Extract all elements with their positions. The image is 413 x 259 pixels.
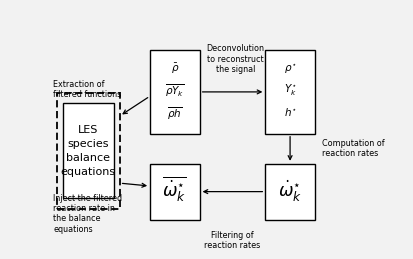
FancyBboxPatch shape — [150, 50, 199, 134]
Text: Inject the filtered
reaction rate in
the balance
equations: Inject the filtered reaction rate in the… — [53, 194, 122, 234]
FancyBboxPatch shape — [57, 93, 120, 208]
FancyBboxPatch shape — [265, 164, 315, 220]
Text: $\bar{\rho}$: $\bar{\rho}$ — [171, 62, 179, 76]
FancyBboxPatch shape — [63, 103, 114, 198]
Text: Computation of
reaction rates: Computation of reaction rates — [322, 139, 385, 159]
Text: Extraction of
filtered functions: Extraction of filtered functions — [53, 80, 121, 99]
Text: Deconvolution
to reconstruct
the signal: Deconvolution to reconstruct the signal — [206, 44, 265, 74]
Text: $\overline{\rho Y_k}$: $\overline{\rho Y_k}$ — [165, 82, 185, 99]
Text: $\dot{\omega}_k^{\star}$: $\dot{\omega}_k^{\star}$ — [278, 179, 302, 204]
Text: $\overline{\dot{\omega}_k^{\star}}$: $\overline{\dot{\omega}_k^{\star}}$ — [162, 175, 187, 204]
Text: LES
species
balance
equations: LES species balance equations — [61, 125, 116, 177]
Text: Filtering of
reaction rates: Filtering of reaction rates — [204, 231, 261, 250]
Text: $Y_k^{\star}$: $Y_k^{\star}$ — [284, 83, 297, 98]
Text: $h^{\star}$: $h^{\star}$ — [284, 107, 297, 119]
FancyBboxPatch shape — [150, 164, 199, 220]
Text: $\overline{\rho h}$: $\overline{\rho h}$ — [167, 105, 183, 122]
FancyBboxPatch shape — [265, 50, 315, 134]
Text: $\rho^{\star}$: $\rho^{\star}$ — [284, 62, 297, 76]
